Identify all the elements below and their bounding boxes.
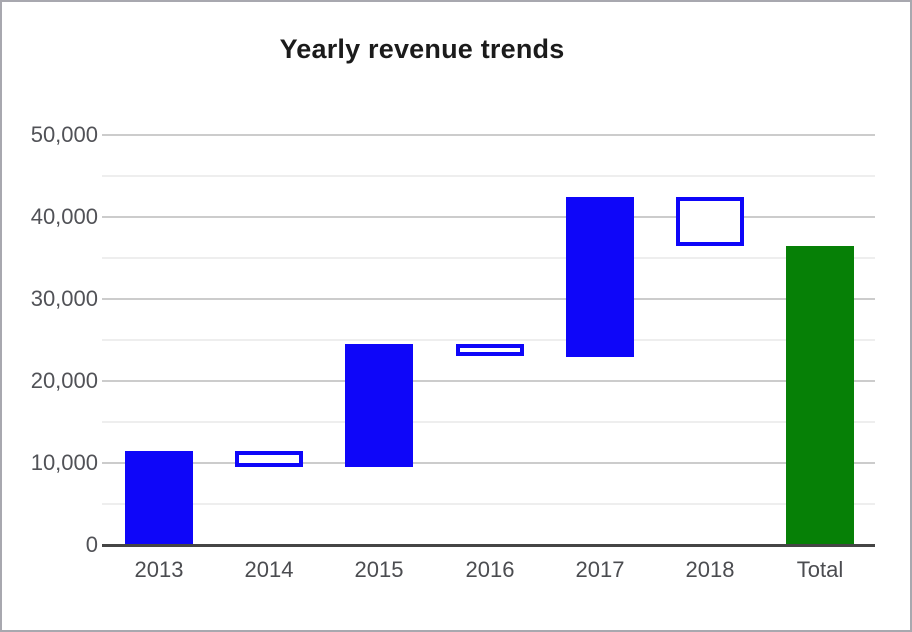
chart-title: Yearly revenue trends [279,34,565,64]
major-gridline [102,134,875,136]
y-axis-tick-label: 20,000 [30,368,98,393]
waterfall-bar-total[interactable] [786,246,854,545]
minor-gridline [102,503,875,505]
major-gridline [102,298,875,300]
x-axis-category-label: 2013 [134,557,184,582]
waterfall-bar-2014[interactable] [235,451,303,467]
major-gridline [102,216,875,218]
minor-gridline [102,175,875,177]
x-axis-category-label: Total [796,557,844,582]
y-axis-tick-label: 0 [85,532,98,557]
x-axis-category-label: 2016 [465,557,515,582]
x-axis-category-label: 2018 [685,557,735,582]
x-axis-category-label: 2014 [244,557,294,582]
minor-gridline [102,257,875,259]
waterfall-bar-2016[interactable] [456,344,524,356]
major-gridline [102,380,875,382]
waterfall-bar-2018[interactable] [676,197,744,246]
waterfall-bar-2013[interactable] [125,451,193,545]
waterfall-bar-2015[interactable] [345,344,413,467]
minor-gridline [102,421,875,423]
minor-gridline [102,339,875,341]
x-axis-category-label: 2015 [354,557,404,582]
major-gridline [102,462,875,464]
x-axis-line [102,544,875,547]
y-axis-tick-label: 30,000 [30,286,98,311]
x-axis-category-label: 2017 [575,557,625,582]
y-axis-tick-label: 10,000 [30,450,98,475]
y-axis-tick-label: 50,000 [30,122,98,147]
waterfall-bar-2017[interactable] [566,197,634,357]
y-axis-tick-label: 40,000 [30,204,98,229]
